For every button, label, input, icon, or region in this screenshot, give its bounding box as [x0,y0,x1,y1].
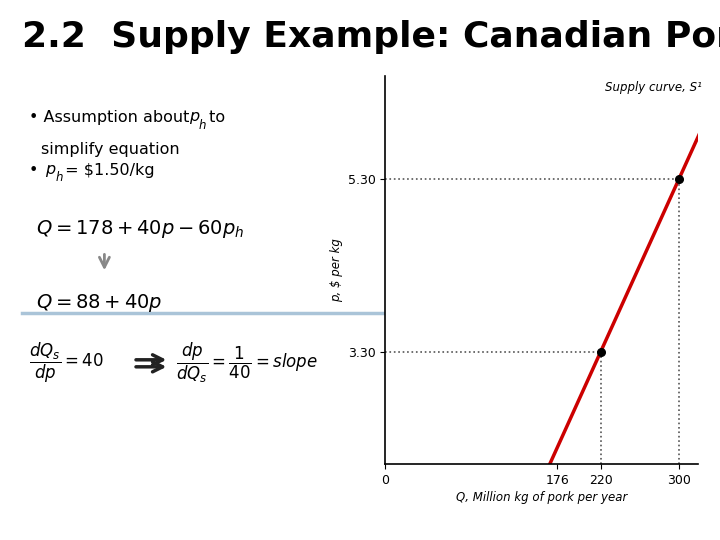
Y-axis label: p, $ per kg: p, $ per kg [330,238,343,302]
Text: $\dfrac{dQ_s}{dp} = 40$: $\dfrac{dQ_s}{dp} = 40$ [29,341,104,385]
Text: •: • [29,163,43,178]
Text: $p$: $p$ [189,110,201,126]
Text: 2-10: 2-10 [682,516,706,525]
Text: to: to [204,110,225,125]
Text: 2.2  Supply Example: Canadian Pork: 2.2 Supply Example: Canadian Pork [22,20,720,54]
Text: $\dfrac{dp}{dQ_s} = \dfrac{1}{40} = slope$: $\dfrac{dp}{dQ_s} = \dfrac{1}{40} = slop… [176,341,318,385]
Text: = $1.50/kg: = $1.50/kg [60,163,155,178]
Text: $Q = 178 + 40p - 60p_h$: $Q = 178 + 40p - 60p_h$ [36,218,245,240]
Text: Supply curve, S¹: Supply curve, S¹ [605,82,701,94]
Text: • Assumption about: • Assumption about [29,110,194,125]
Text: simplify equation: simplify equation [41,142,180,157]
Text: $h$: $h$ [55,171,63,184]
Text: $h$: $h$ [198,118,207,132]
Text: Copyright ©2014 Pearson Education, Inc. All rights reserved.: Copyright ©2014 Pearson Education, Inc. … [14,516,333,525]
X-axis label: Q, Million kg of pork per year: Q, Million kg of pork per year [456,491,628,504]
Text: $Q = 88 + 40p$: $Q = 88 + 40p$ [36,292,162,314]
Text: $p$: $p$ [45,163,57,179]
